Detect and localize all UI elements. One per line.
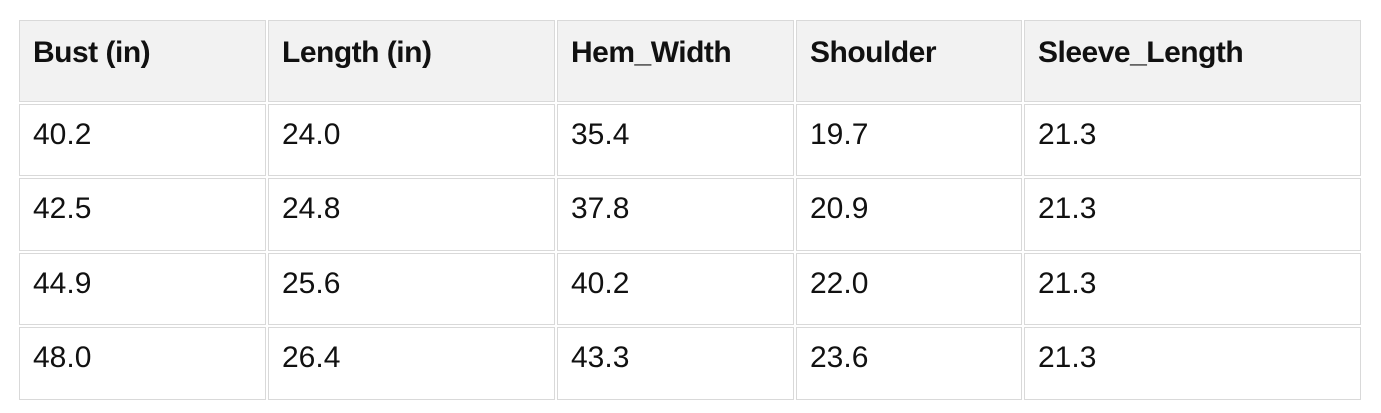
table-cell: 40.2 xyxy=(19,103,266,176)
column-header-shoulder: Shoulder xyxy=(796,20,1022,102)
table-cell: 24.0 xyxy=(268,103,555,176)
table-cell: 21.3 xyxy=(1024,252,1361,325)
table-row: 42.5 24.8 37.8 20.9 21.3 xyxy=(19,178,1361,251)
table-body: 40.2 24.0 35.4 19.7 21.3 42.5 24.8 37.8 20.9 21.3… xyxy=(19,103,1361,400)
table-cell: 21.3 xyxy=(1024,178,1361,251)
column-header-hem-width: Hem_Width xyxy=(557,20,794,102)
table-cell: 44.9 xyxy=(19,252,266,325)
table-cell: 26.4 xyxy=(268,327,555,400)
table-cell: 22.0 xyxy=(796,252,1022,325)
table-cell: 21.3 xyxy=(1024,327,1361,400)
table-head: Bust (in) Length (in) Hem_Width Shoulder Sle… xyxy=(19,20,1361,102)
table-cell: 25.6 xyxy=(268,252,555,325)
table-header-row: Bust (in) Length (in) Hem_Width Shoulder Sle… xyxy=(19,20,1361,102)
table-cell: 21.3 xyxy=(1024,103,1361,176)
column-header-sleeve-length: Sleeve_Length xyxy=(1024,20,1361,102)
table-cell: 42.5 xyxy=(19,178,266,251)
column-header-bust-in: Bust (in) xyxy=(19,20,266,102)
table-cell: 19.7 xyxy=(796,103,1022,176)
table-cell: 23.6 xyxy=(796,327,1022,400)
table-cell: 40.2 xyxy=(557,252,794,325)
table-cell: 48.0 xyxy=(19,327,266,400)
table-row: 40.2 24.0 35.4 19.7 21.3 xyxy=(19,103,1361,176)
table-cell: 35.4 xyxy=(557,103,794,176)
column-header-length-in: Length (in) xyxy=(268,20,555,102)
table-cell: 24.8 xyxy=(268,178,555,251)
table-row: 44.9 25.6 40.2 22.0 21.3 xyxy=(19,252,1361,325)
table-row: 48.0 26.4 43.3 23.6 21.3 xyxy=(19,327,1361,400)
size-chart-table: Bust (in) Length (in) Hem_Width Shoulder Sle… xyxy=(17,18,1363,402)
table-cell: 20.9 xyxy=(796,178,1022,251)
table-cell: 43.3 xyxy=(557,327,794,400)
table-cell: 37.8 xyxy=(557,178,794,251)
